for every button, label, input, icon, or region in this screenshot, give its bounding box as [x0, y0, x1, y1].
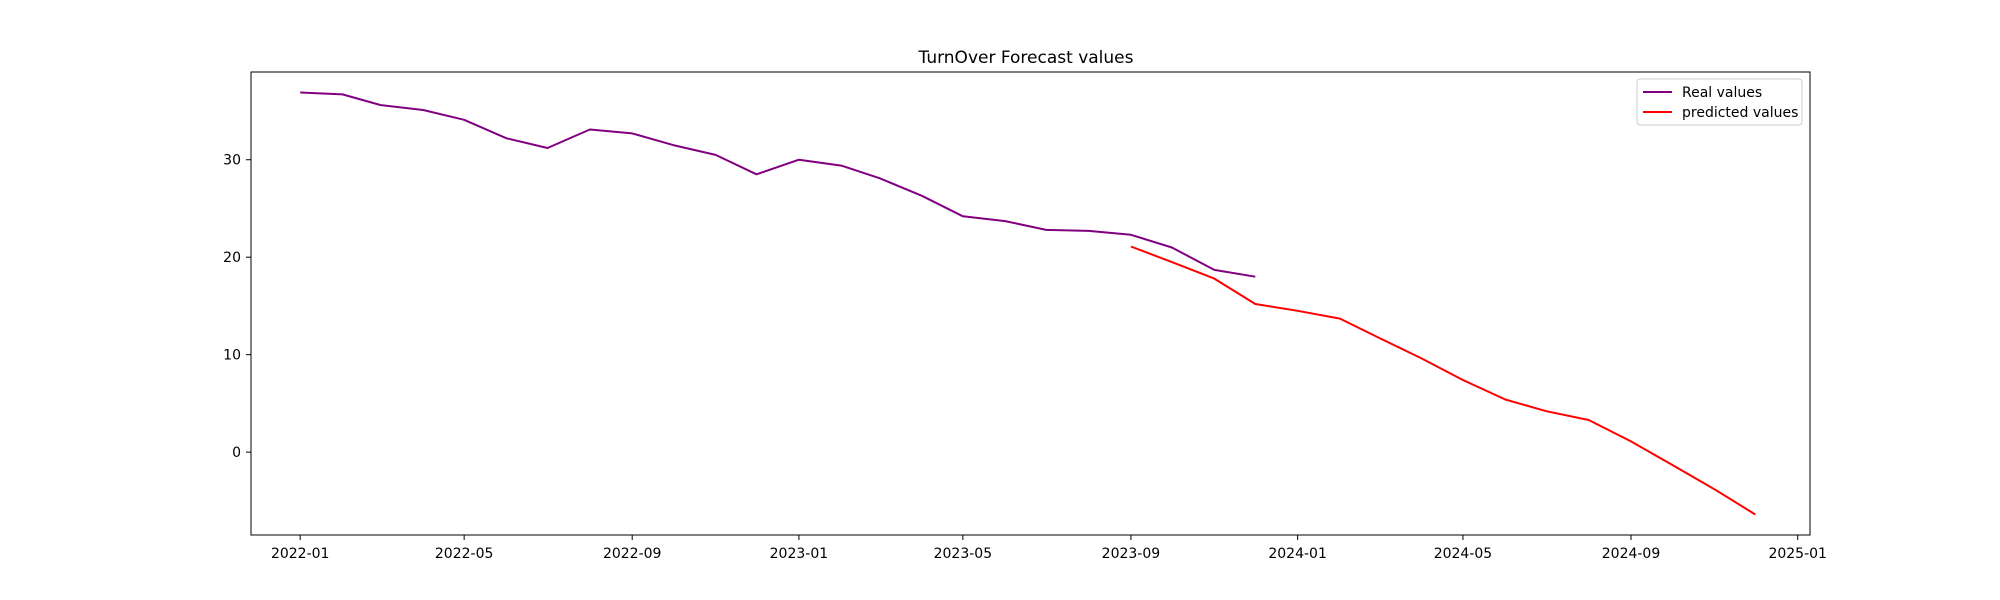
y-tick-label: 20 — [223, 250, 241, 266]
y-tick-label: 30 — [223, 153, 241, 169]
x-tick-label: 2023-05 — [934, 546, 993, 562]
chart-title: TurnOver Forecast values — [918, 48, 1134, 68]
series-line-0 — [300, 91, 1256, 278]
x-axis: 2022-01 2022-05 2022-09 2023-01 2023-05 2023-… — [271, 535, 1827, 562]
x-tick-label: 2024-05 — [1434, 546, 1493, 562]
legend: Real values predicted values — [1636, 78, 1803, 126]
x-tick-label: 2024-09 — [1602, 546, 1661, 562]
legend-label-0: Real values — [1682, 85, 1762, 101]
x-tick-label: 2024-01 — [1268, 546, 1327, 562]
x-tick-label: 2022-01 — [271, 546, 330, 562]
x-tick-label: 2022-09 — [603, 546, 662, 562]
x-tick-label: 2023-01 — [770, 546, 829, 562]
legend-label-1: predicted values — [1682, 105, 1798, 121]
legend-box — [1636, 78, 1803, 126]
y-axis: 0 10 20 30 — [223, 153, 251, 461]
series-layer — [300, 91, 1756, 516]
series-line-1 — [1130, 245, 1756, 516]
plot-frame — [250, 71, 1811, 536]
y-tick-label: 0 — [232, 445, 241, 461]
x-tick-label: 2025-01 — [1768, 546, 1827, 562]
x-tick-label: 2023-09 — [1102, 546, 1161, 562]
x-tick-label: 2022-05 — [435, 546, 494, 562]
y-tick-label: 10 — [223, 348, 241, 364]
